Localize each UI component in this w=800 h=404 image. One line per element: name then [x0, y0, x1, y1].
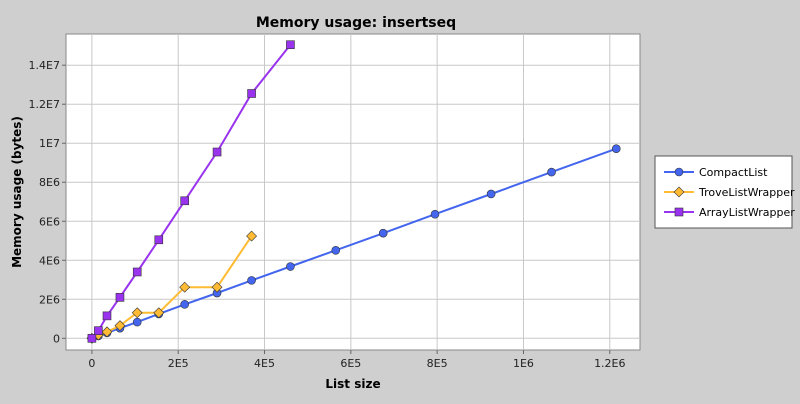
legend-item-compactlist: CompactList [664, 166, 768, 179]
data-point-trovelistwrapper [131, 307, 143, 319]
data-point-trovelistwrapper [153, 307, 165, 319]
data-point-compactlist [180, 300, 189, 309]
y-tick-label: 0 [53, 332, 60, 345]
x-tick-label: 6E5 [340, 357, 361, 370]
data-point-compactlist [331, 246, 341, 255]
y-tick-label: 2E6 [39, 293, 60, 306]
y-tick-label: 4E6 [39, 254, 60, 267]
x-tick-label: 4E5 [254, 357, 275, 370]
data-point-arraylistwrapper [115, 293, 125, 302]
data-point-trovelistwrapper [101, 326, 113, 338]
x-tick-label: 0 [88, 357, 95, 370]
x-axis-ticks: 0 2E5 4E5 6E5 8E5 1E6 1.2E6 [88, 350, 626, 370]
legend-item-arraylistwrapper: ArrayListWrapper [664, 206, 795, 219]
legend-item-trovelistwrapper: TroveListWrapper [664, 186, 795, 199]
y-tick-label: 1.2E7 [29, 98, 60, 111]
series-line-arraylistwrapper [91, 44, 292, 339]
plot-area [65, 33, 641, 351]
legend: CompactList TroveListWrapper ArrayListWrap… [654, 155, 795, 229]
x-tick-label: 8E5 [427, 357, 448, 370]
series-layer [86, 40, 621, 344]
data-point-compactlist [286, 262, 295, 271]
x-tick-label: 1.2E6 [594, 357, 625, 370]
legend-label: ArrayListWrapper [699, 206, 795, 219]
data-point-compactlist [247, 276, 256, 285]
legend-marker-trovelistwrapper [673, 186, 685, 198]
y-axis-ticks: 0 2E6 4E6 6E6 8E6 1E7 1.2E7 1.4E7 [29, 59, 66, 345]
y-axis-label: Memory usage (bytes) [10, 116, 24, 268]
data-point-compactlist [430, 209, 440, 219]
data-point-arraylistwrapper [132, 267, 142, 277]
data-point-compactlist [547, 167, 556, 177]
x-axis-label: List size [325, 377, 380, 391]
y-tick-label: 1.4E7 [29, 59, 60, 72]
x-tick-label: 1E6 [513, 357, 534, 370]
series-arraylistwrapper [87, 40, 295, 343]
legend-marker-arraylistwrapper [674, 207, 684, 217]
data-point-compactlist [611, 144, 621, 153]
data-point-trovelistwrapper [114, 320, 126, 332]
data-point-trovelistwrapper [211, 281, 223, 293]
x-tick-label: 2E5 [168, 357, 189, 370]
y-tick-label: 1E7 [39, 137, 60, 150]
legend-marker-compactlist [674, 167, 684, 177]
data-point-arraylistwrapper [180, 196, 189, 206]
data-point-arraylistwrapper [286, 40, 295, 50]
legend-label: CompactList [699, 166, 768, 179]
data-point-trovelistwrapper [246, 230, 258, 242]
y-tick-label: 8E6 [39, 176, 60, 189]
grid [66, 34, 640, 350]
chart-title: Memory usage: insertseq [256, 15, 456, 31]
legend-label: TroveListWrapper [698, 186, 795, 199]
data-point-arraylistwrapper [87, 333, 97, 343]
data-point-arraylistwrapper [247, 89, 256, 98]
data-point-compactlist [132, 317, 142, 327]
data-point-compactlist [378, 228, 388, 238]
data-point-arraylistwrapper [102, 311, 112, 321]
data-point-arraylistwrapper [212, 147, 222, 157]
data-point-arraylistwrapper [154, 235, 164, 245]
data-point-compactlist [486, 189, 496, 199]
data-point-trovelistwrapper [179, 281, 191, 293]
series-line-compactlist [91, 147, 617, 340]
y-tick-label: 6E6 [39, 215, 60, 228]
data-point-arraylistwrapper [94, 326, 103, 335]
